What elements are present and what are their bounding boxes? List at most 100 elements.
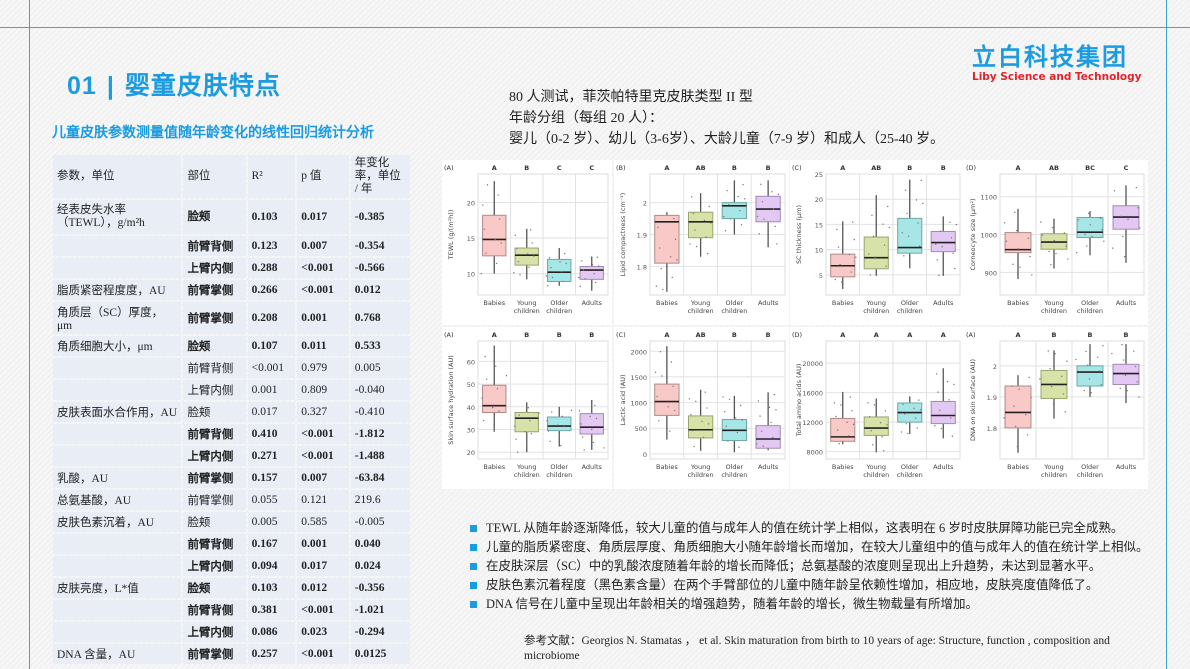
cell-rate: -1.021 bbox=[350, 600, 410, 620]
cell-param bbox=[53, 236, 182, 256]
cell-param bbox=[53, 424, 182, 444]
svg-text:B: B bbox=[589, 331, 594, 339]
cell-param bbox=[53, 622, 182, 642]
svg-text:Adults: Adults bbox=[933, 299, 954, 307]
finding-item: TEWL 从随年龄逐渐降低，较大儿童的值与成年人的值在统计学上相似，这表明在 6… bbox=[470, 519, 1149, 538]
cell-rate: -0.040 bbox=[350, 380, 410, 400]
cell-p: 0.809 bbox=[297, 380, 349, 400]
svg-text:Babies: Babies bbox=[483, 299, 505, 307]
findings-list: TEWL 从随年龄逐渐降低，较大儿童的值与成年人的值在统计学上相似，这表明在 6… bbox=[470, 519, 1149, 614]
table-row: 上臂内侧 0.086 0.023 -0.294 bbox=[53, 622, 410, 642]
section-number: 01 bbox=[67, 72, 97, 100]
svg-text:Total amino acids (AU): Total amino acids (AU) bbox=[795, 364, 803, 438]
svg-text:TEWL (g/(m²h)): TEWL (g/(m²h)) bbox=[447, 210, 455, 261]
cell-rate: 0.768 bbox=[350, 302, 410, 334]
svg-text:15: 15 bbox=[815, 221, 823, 229]
boxplot-grid: 10 15 20 (A) TEWL (g/(m²h)) A Babies B Young chil… bbox=[442, 160, 1148, 490]
company-logo: 立白科技集团 Liby Science and Technology bbox=[972, 44, 1141, 83]
cell-r2: 0.271 bbox=[247, 446, 296, 466]
cell-site: 前臂背侧 bbox=[183, 358, 246, 378]
svg-text:Young: Young bbox=[866, 463, 886, 471]
svg-text:AB: AB bbox=[871, 164, 881, 172]
svg-text:Adults: Adults bbox=[582, 299, 603, 307]
cell-site: 脸颊 bbox=[183, 512, 246, 532]
cell-rate: 0.533 bbox=[350, 336, 410, 356]
svg-text:A: A bbox=[874, 331, 879, 339]
svg-text:1.9: 1.9 bbox=[637, 232, 647, 240]
svg-text:BC: BC bbox=[1085, 164, 1095, 172]
svg-text:A: A bbox=[492, 164, 497, 172]
header-param: 参数，单位 bbox=[53, 155, 182, 198]
svg-text:1.8: 1.8 bbox=[637, 263, 647, 271]
svg-text:(A): (A) bbox=[444, 331, 454, 339]
section-title: 婴童皮肤特点 bbox=[124, 72, 281, 100]
cell-r2: 0.094 bbox=[247, 556, 296, 576]
bullet-square-icon bbox=[470, 563, 477, 570]
svg-text:20000: 20000 bbox=[802, 360, 823, 368]
cell-p: <0.001 bbox=[297, 258, 349, 278]
cell-r2: 0.123 bbox=[247, 236, 296, 256]
svg-text:Babies: Babies bbox=[656, 463, 678, 471]
svg-text:Babies: Babies bbox=[832, 463, 854, 471]
svg-text:(D): (D) bbox=[792, 331, 802, 339]
finding-item: 皮肤色素沉着程度（黑色素含量）在两个手臂部位的儿童中随年龄呈依赖性增加，相应地，… bbox=[470, 576, 1149, 595]
boxplot-chart: 1.8 1.9 2 (A) DNA on skin surface (AU) A Babie… bbox=[964, 327, 1148, 489]
svg-text:children: children bbox=[863, 307, 889, 315]
cell-p: 0.001 bbox=[297, 302, 349, 334]
svg-text:Older: Older bbox=[550, 299, 568, 307]
svg-text:1100: 1100 bbox=[980, 194, 997, 202]
svg-text:B: B bbox=[766, 331, 771, 339]
cell-r2: 0.103 bbox=[247, 200, 296, 234]
svg-text:children: children bbox=[1077, 307, 1103, 315]
svg-text:Babies: Babies bbox=[832, 299, 854, 307]
header-rate: 年变化率，单位 / 年 bbox=[350, 155, 410, 198]
svg-text:SC thickness (μm): SC thickness (μm) bbox=[795, 205, 803, 264]
cell-param bbox=[53, 358, 182, 378]
table-row: 前臂背侧 0.410 <0.001 -1.812 bbox=[53, 424, 410, 444]
svg-text:Young: Young bbox=[866, 299, 886, 307]
cell-p: 0.017 bbox=[297, 200, 349, 234]
regression-table: 参数，单位 部位 R² p 值 年变化率，单位 / 年 经表皮失水率（TEWL）… bbox=[51, 153, 412, 666]
svg-text:children: children bbox=[514, 307, 540, 315]
cell-rate: 0.005 bbox=[350, 358, 410, 378]
svg-text:B: B bbox=[524, 164, 529, 172]
cell-p: 0.007 bbox=[297, 236, 349, 256]
cell-r2: 0.086 bbox=[247, 622, 296, 642]
svg-text:A: A bbox=[941, 331, 946, 339]
svg-text:children: children bbox=[721, 307, 747, 315]
reference-citation: 参考文献：Georgios N. Stamatas ， et al. Skin … bbox=[524, 635, 1110, 662]
svg-text:5: 5 bbox=[819, 272, 823, 280]
svg-text:Lactic acid (AU): Lactic acid (AU) bbox=[619, 374, 627, 425]
table-row: 上臂内侧 0.094 0.017 0.024 bbox=[53, 556, 410, 576]
cell-r2: 0.107 bbox=[247, 336, 296, 356]
svg-text:1.8: 1.8 bbox=[987, 425, 997, 433]
boxplot-chart: 20 30 40 50 60 (A) Skin surface hydration (AU)… bbox=[442, 327, 612, 489]
svg-text:10: 10 bbox=[815, 247, 823, 255]
cell-site: 前臂背侧 bbox=[183, 600, 246, 620]
bullet-square-icon bbox=[470, 544, 477, 551]
svg-text:children: children bbox=[1041, 307, 1067, 315]
svg-text:B: B bbox=[524, 331, 529, 339]
svg-text:Young: Young bbox=[516, 463, 536, 471]
table-row: 皮肤亮度，L*值 脸颊 0.103 0.012 -0.356 bbox=[53, 578, 410, 598]
table-row: 角质细胞大小，μm 脸颊 0.107 0.011 0.533 bbox=[53, 336, 410, 356]
svg-text:Older: Older bbox=[726, 299, 744, 307]
cell-p: <0.001 bbox=[297, 280, 349, 300]
cell-site: 上臂内侧 bbox=[183, 556, 246, 576]
cell-site: 前臂掌侧 bbox=[183, 280, 246, 300]
cell-param: 皮肤表面水合作用，AU bbox=[53, 402, 182, 422]
cell-rate: 219.6 bbox=[350, 490, 410, 510]
cell-site: 前臂背侧 bbox=[183, 534, 246, 554]
cell-site: 脸颊 bbox=[183, 336, 246, 356]
cell-param bbox=[53, 380, 182, 400]
svg-text:Older: Older bbox=[726, 463, 744, 471]
svg-text:children: children bbox=[897, 471, 923, 479]
table-row: 角质层（SC）厚度，μm 前臂掌侧 0.208 0.001 0.768 bbox=[53, 302, 410, 334]
table-title: 儿童皮肤参数测量值随年龄变化的线性回归统计分析 bbox=[52, 125, 374, 141]
cell-param: 脂质紧密程度度，AU bbox=[53, 280, 182, 300]
table-row: 前臂背侧 <0.001 0.979 0.005 bbox=[53, 358, 410, 378]
svg-text:B: B bbox=[732, 331, 737, 339]
finding-item: DNA 信号在儿童中呈现出年龄相关的增强趋势，随着年龄的增长，微生物载量有所增加… bbox=[470, 595, 1149, 614]
svg-text:Babies: Babies bbox=[656, 299, 678, 307]
table-header-row: 参数，单位 部位 R² p 值 年变化率，单位 / 年 bbox=[53, 155, 410, 198]
